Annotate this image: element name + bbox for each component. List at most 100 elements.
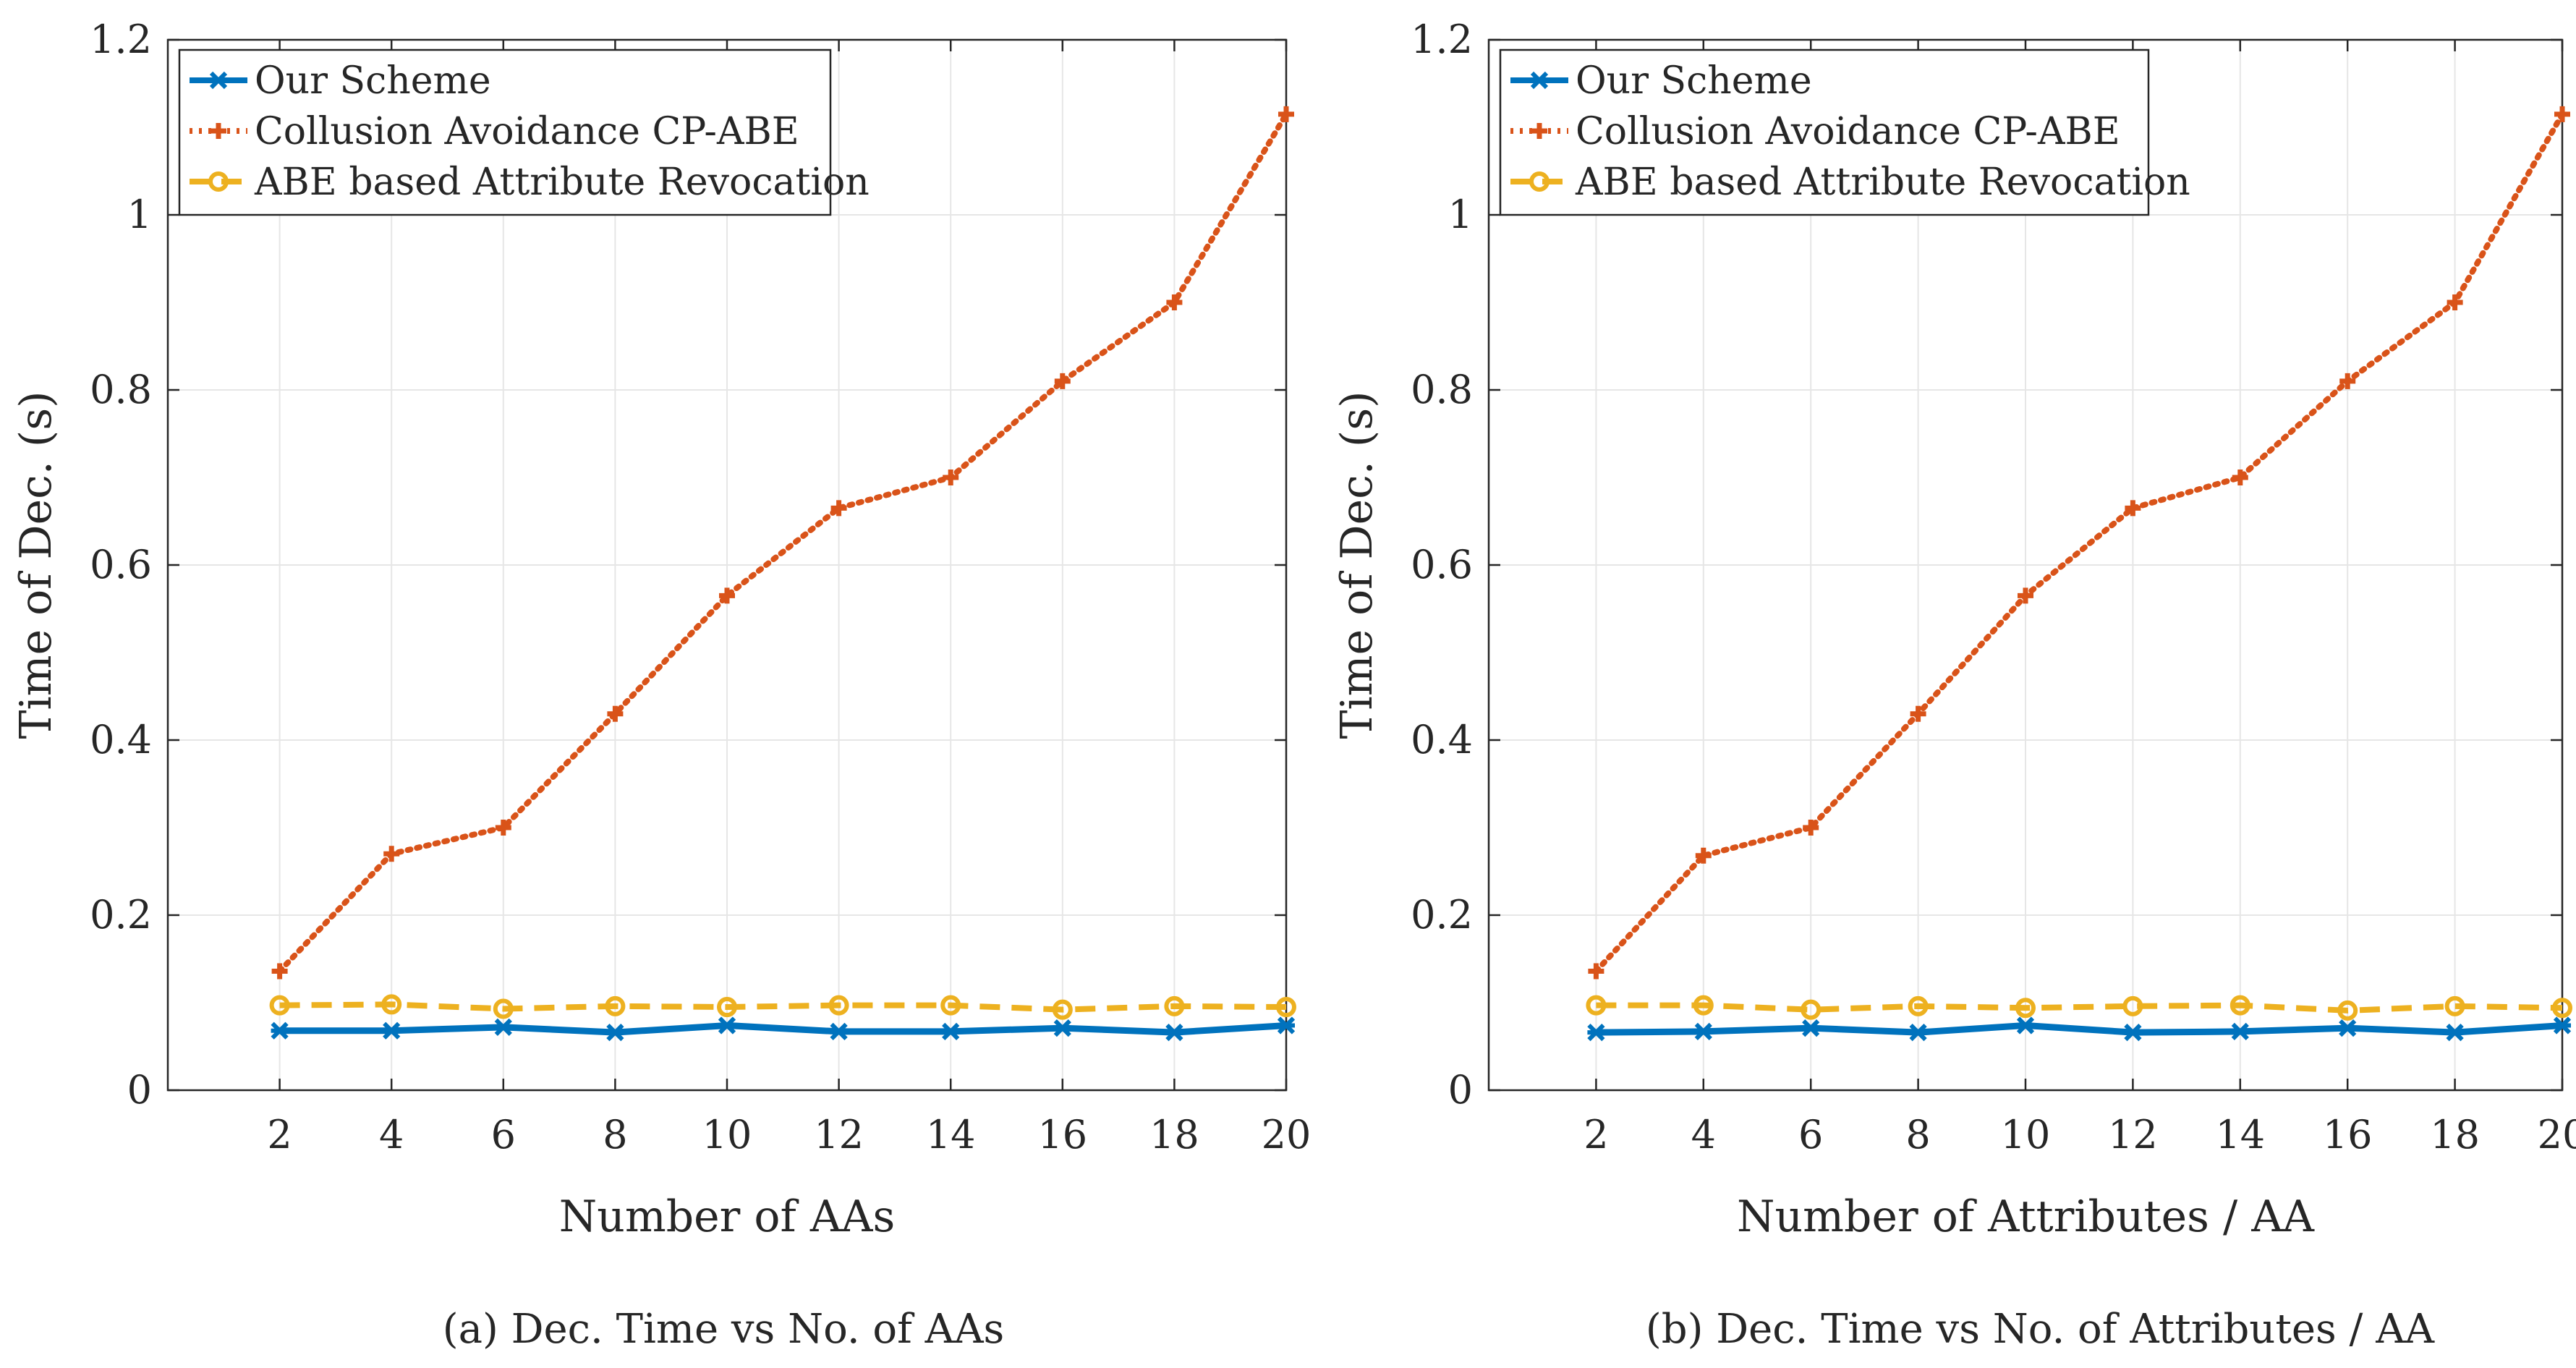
series-b-2 (1586, 995, 2572, 1021)
point-b-1 (1803, 820, 1819, 836)
point-a-1 (830, 500, 847, 517)
x-tick-label-b: 20 (2538, 1112, 2576, 1157)
y-tick-label-a: 0 (127, 1067, 152, 1113)
point-a-2 (940, 995, 961, 1016)
y-tick-label-b: 0.8 (1411, 367, 1473, 412)
point-b-0 (2553, 1016, 2572, 1035)
x-tick-label-a: 16 (1037, 1112, 1087, 1157)
point-b-0 (1802, 1019, 1820, 1037)
point-a-2 (1276, 997, 1296, 1018)
x-tick-label-a: 18 (1149, 1112, 1199, 1157)
point-a-0 (1277, 1016, 1296, 1035)
point-a-2 (828, 995, 849, 1016)
axes-box-a (166, 38, 1288, 1092)
series-line-b-0 (1596, 1021, 2563, 1036)
series-a-1 (271, 106, 1294, 980)
point-a-0 (494, 1018, 512, 1037)
series-line-a-0 (279, 1021, 1287, 1036)
legend-a: Our Scheme Collusion Avoidance CP-ABE ABE … (178, 48, 870, 216)
point-a-2 (1052, 999, 1073, 1020)
point-a-1 (383, 846, 400, 862)
x-tick-label-a: 2 (267, 1112, 292, 1157)
series-line-a-2 (279, 1001, 1287, 1013)
point-a-1 (1278, 106, 1294, 122)
point-b-2 (1801, 999, 1822, 1020)
x-tick-label-b: 14 (2215, 1112, 2265, 1157)
y-tick-label-a: 0.8 (90, 367, 152, 412)
point-a-2 (493, 998, 514, 1019)
series-b-0 (1587, 1016, 2572, 1042)
point-a-0 (606, 1024, 624, 1042)
point-a-1 (719, 587, 735, 604)
point-b-2 (2337, 1000, 2358, 1021)
series-b-1 (1588, 106, 2570, 980)
y-tick-label-a: 0.4 (90, 717, 152, 762)
x-axis-label-a: Number of AAs (559, 1191, 896, 1242)
legend-marker-a-0 (209, 71, 228, 90)
legend-b: Our Scheme Collusion Avoidance CP-ABE ABE … (1499, 48, 2190, 216)
point-b-1 (1695, 847, 1712, 864)
x-tick-label-a: 20 (1262, 1112, 1312, 1157)
point-a-2 (717, 997, 737, 1018)
point-b-0 (2339, 1019, 2357, 1037)
point-b-0 (1587, 1024, 1605, 1042)
legend-box-a (178, 48, 832, 216)
x-tick-label-a: 12 (814, 1112, 864, 1157)
point-a-2 (269, 995, 290, 1016)
y-tick-label-b: 0.6 (1411, 542, 1473, 587)
point-a-0 (383, 1021, 401, 1040)
caption-a: (a) Dec. Time vs No. of AAs (442, 1306, 1005, 1353)
series-line-b-2 (1596, 1002, 2563, 1014)
point-b-2 (1586, 995, 1607, 1016)
y-axis-label-a: Time of Dec. (s) (11, 391, 61, 739)
caption-b: (b) Dec. Time vs No. of Attributes / AA (1645, 1306, 2435, 1353)
x-tick-label-a: 4 (379, 1112, 404, 1157)
axes-box-b (1487, 38, 2564, 1092)
point-a-1 (1054, 373, 1071, 389)
point-b-1 (1588, 963, 1604, 980)
x-tick-label-b: 16 (2323, 1112, 2373, 1157)
legend-label-a-1: Collusion Avoidance CP-ABE (255, 110, 799, 153)
point-a-1 (607, 705, 624, 722)
series-line-b-1 (1593, 111, 2565, 974)
point-a-0 (942, 1022, 960, 1041)
point-a-0 (271, 1021, 289, 1040)
x-tick-label-b: 6 (1798, 1112, 1823, 1157)
x-tick-label-a: 14 (926, 1112, 976, 1157)
point-b-0 (2016, 1016, 2035, 1035)
point-b-2 (2552, 998, 2572, 1019)
series-a-2 (269, 994, 1296, 1020)
point-b-1 (2447, 294, 2463, 310)
legend-box-b (1499, 48, 2150, 216)
point-b-0 (2124, 1024, 2142, 1042)
x-tick-label-a: 10 (702, 1112, 752, 1157)
y-tick-label-b: 0 (1448, 1067, 1473, 1113)
y-tick-label-b: 0.4 (1411, 717, 1473, 762)
y-tick-label-b: 0.2 (1411, 892, 1473, 938)
legend-label-a-2: ABE based Attribute Revocation (254, 161, 870, 204)
y-axis-label-b: Time of Dec. (s) (1332, 391, 1382, 739)
point-a-2 (1164, 995, 1185, 1016)
y-tick-label-b: 1.2 (1411, 17, 1473, 62)
legend-label-b-0: Our Scheme (1576, 59, 1812, 103)
point-b-2 (2015, 998, 2036, 1019)
x-tick-label-b: 10 (2001, 1112, 2051, 1157)
x-axis-label-b: Number of Attributes / AA (1737, 1191, 2315, 1242)
point-a-0 (1165, 1024, 1183, 1042)
point-b-1 (2232, 470, 2248, 485)
series-a-0 (271, 1016, 1296, 1042)
x-tick-label-b: 8 (1905, 1112, 1930, 1157)
point-a-1 (1166, 294, 1183, 310)
point-b-1 (2018, 587, 2033, 604)
point-b-0 (1909, 1024, 1927, 1042)
point-a-1 (271, 963, 288, 980)
y-tick-label-a: 1 (127, 192, 152, 237)
point-b-2 (1908, 995, 1929, 1016)
x-tick-label-b: 2 (1584, 1112, 1608, 1157)
plot-a: 2 4 6 8 10 12 14 16 18 20 0 0.2 0.4 0.6 0.8 1 1.2 Number … (11, 17, 1311, 1242)
x-tick-label-b: 4 (1691, 1112, 1716, 1157)
legend-marker-b-0 (1530, 71, 1549, 90)
plot-b: 2 4 6 8 10 12 14 16 18 20 0 0.2 0.4 0.6 0.8 1 1.2 Number … (1332, 17, 2576, 1242)
